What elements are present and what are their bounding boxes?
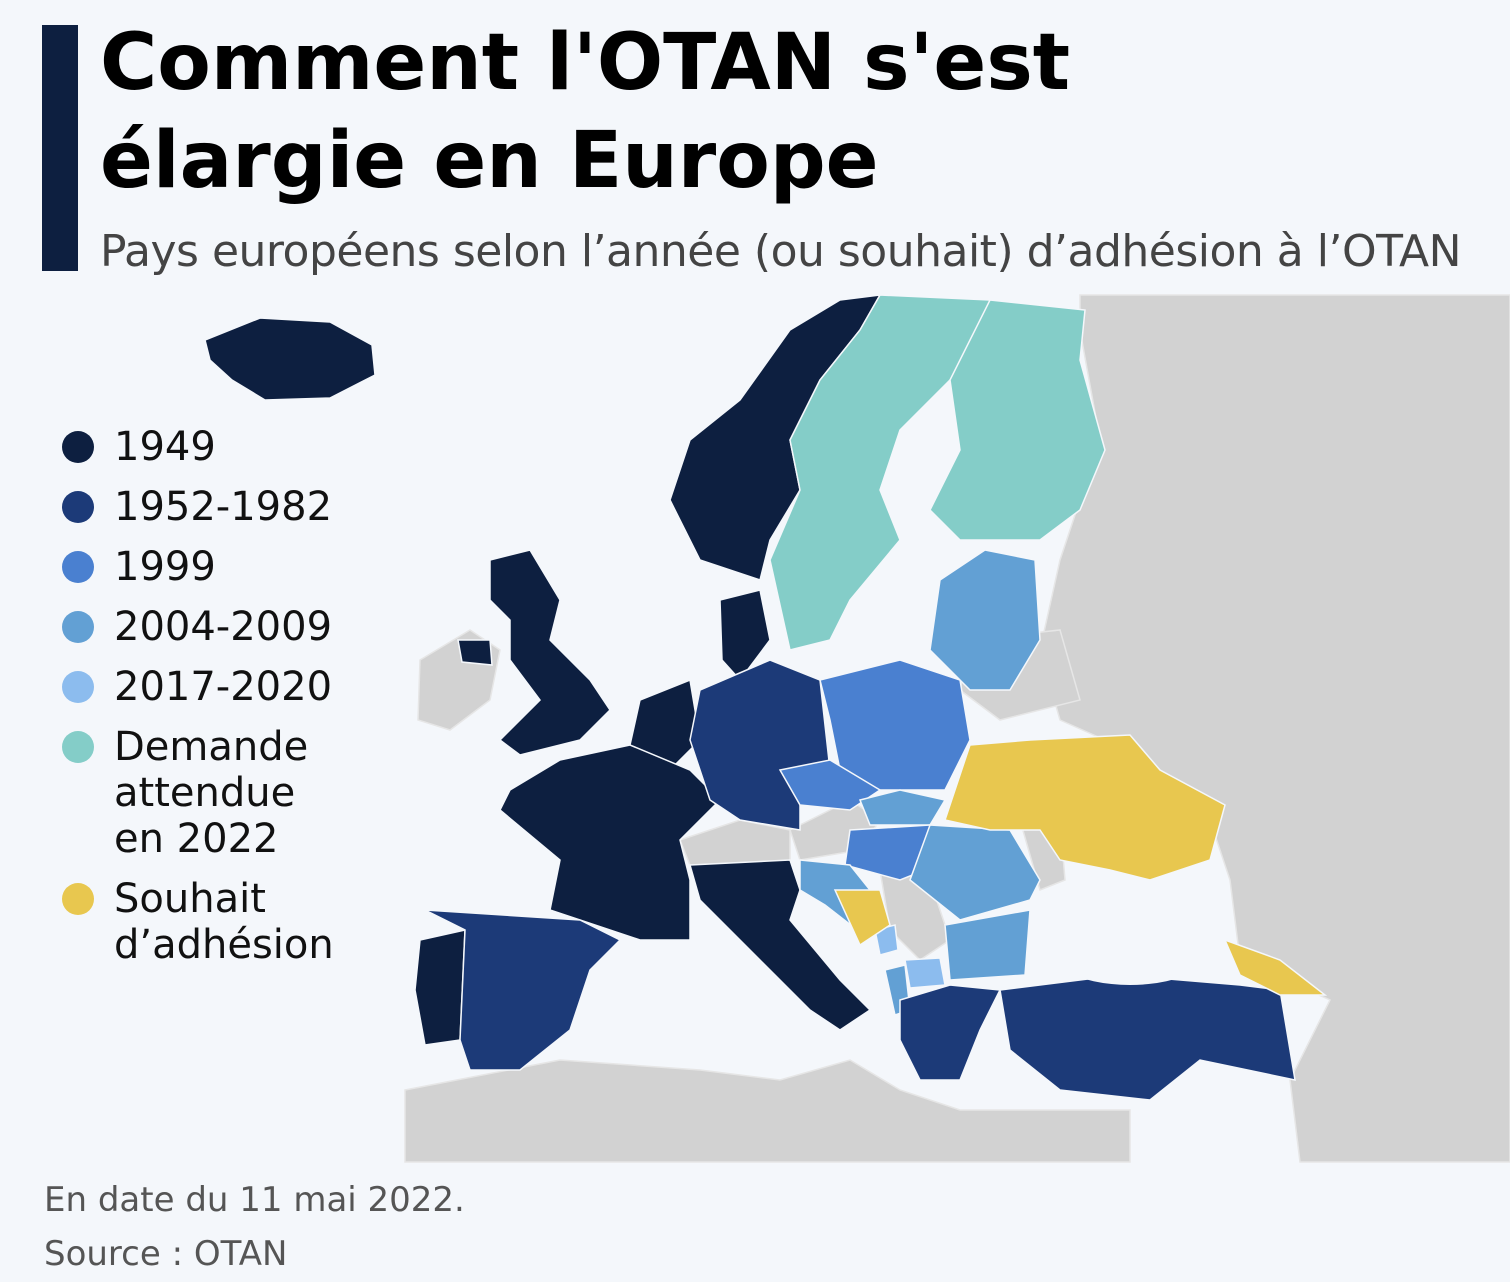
legend-item: 2004-2009 (62, 604, 362, 650)
legend-item: Souhait d’adhésion (62, 876, 362, 968)
spain (424, 909, 622, 1071)
northern-ireland (457, 639, 493, 666)
source: Source : OTAN (44, 1234, 288, 1274)
united-kingdom (489, 549, 611, 756)
slovakia (858, 789, 947, 826)
legend-label: 1952-1982 (114, 484, 333, 530)
legend-label: Demande attendue en 2022 (114, 724, 309, 862)
legend-dot (62, 883, 94, 915)
north-macedonia (904, 957, 946, 989)
title-bar (42, 25, 78, 271)
legend-label: 1999 (114, 544, 216, 590)
legend-dot (62, 731, 94, 763)
legend-item: 2017-2020 (62, 664, 362, 710)
legend-dot (62, 551, 94, 583)
black-sea (1035, 885, 1225, 985)
countries (204, 294, 1328, 1101)
legend-item: 1952-1982 (62, 484, 362, 530)
france (499, 744, 722, 941)
legend-dot (62, 491, 94, 523)
ukraine (944, 734, 1226, 881)
date-note: En date du 11 mai 2022. (44, 1180, 465, 1220)
legend: 1949 1952-1982 1999 2004-2009 2017-2020 Deman… (62, 424, 362, 982)
turkey (999, 974, 1296, 1101)
sweden (769, 294, 992, 651)
legend-item: 1999 (62, 544, 362, 590)
bosnia (833, 889, 891, 947)
subtitle: Pays européens selon l’année (ou souhait… (100, 226, 1462, 277)
poland (819, 659, 971, 791)
legend-dot (62, 611, 94, 643)
legend-label: 2004-2009 (114, 604, 333, 650)
legend-item: 1949 (62, 424, 362, 470)
iceland (204, 317, 376, 401)
denmark (719, 589, 771, 682)
greece (899, 984, 1002, 1081)
legend-dot (62, 431, 94, 463)
finland (929, 299, 1106, 541)
georgia (1223, 938, 1328, 996)
legend-label: Souhait d’adhésion (114, 876, 334, 968)
italy (689, 859, 872, 1031)
title: Comment l'OTAN s'est élargie en Europe (100, 18, 1071, 206)
baltics (929, 549, 1041, 691)
bulgaria (944, 909, 1031, 981)
legend-item: Demande attendue en 2022 (62, 724, 362, 862)
benelux (629, 678, 701, 771)
legend-label: 1949 (114, 424, 216, 470)
legend-dot (62, 671, 94, 703)
portugal (414, 929, 466, 1046)
legend-label: 2017-2020 (114, 664, 333, 710)
